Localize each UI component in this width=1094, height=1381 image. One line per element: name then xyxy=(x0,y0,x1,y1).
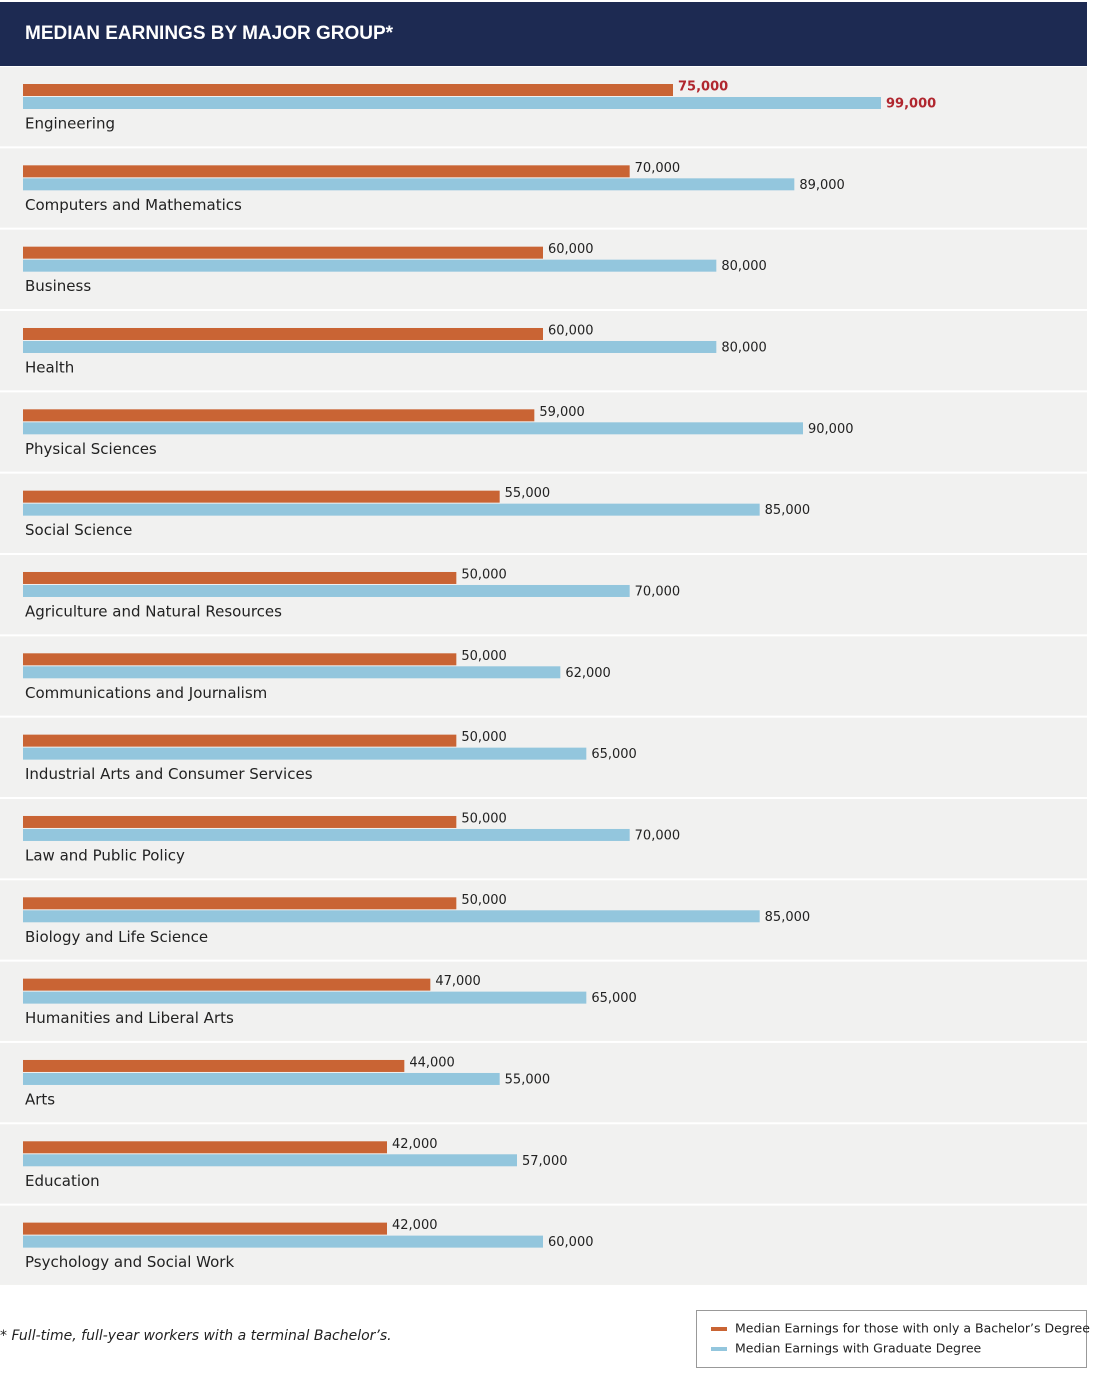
bar xyxy=(23,897,457,910)
footnote: * Full-time, full-year workers with a te… xyxy=(0,1328,392,1344)
bar xyxy=(23,327,543,340)
legend-label: Median Earnings for those with only a Ba… xyxy=(735,1321,1090,1336)
bar xyxy=(23,1222,387,1235)
value-label: 57,000 xyxy=(522,1154,568,1169)
category-label: Physical Sciences xyxy=(25,440,157,458)
value-label: 50,000 xyxy=(461,649,507,664)
bar xyxy=(23,734,457,747)
bar xyxy=(23,1072,500,1085)
value-label: 47,000 xyxy=(435,974,481,989)
value-label: 99,000 xyxy=(886,97,936,112)
value-label: 60,000 xyxy=(548,242,594,257)
value-label: 50,000 xyxy=(461,811,507,826)
bar xyxy=(23,259,717,272)
bar xyxy=(23,165,630,178)
category-label: Biology and Life Science xyxy=(25,928,208,946)
bar xyxy=(23,1235,543,1248)
category-label: Engineering xyxy=(25,115,115,133)
value-label: 70,000 xyxy=(635,828,681,843)
category-label: Computers and Mathematics xyxy=(25,196,242,214)
bar xyxy=(23,1141,387,1154)
category-label: Communications and Journalism xyxy=(25,684,267,702)
bar xyxy=(23,340,717,353)
value-label: 59,000 xyxy=(539,405,585,420)
value-label: 65,000 xyxy=(591,747,637,762)
category-label: Industrial Arts and Consumer Services xyxy=(25,765,313,783)
bar xyxy=(23,178,795,191)
bar xyxy=(23,747,587,760)
category-label: Business xyxy=(25,277,91,295)
bar xyxy=(23,666,561,679)
bar xyxy=(23,84,673,96)
value-label: 44,000 xyxy=(409,1055,455,1070)
value-label: 85,000 xyxy=(765,503,811,518)
bar xyxy=(23,653,457,666)
value-label: 80,000 xyxy=(721,340,767,355)
category-label: Arts xyxy=(25,1090,55,1108)
bar xyxy=(23,422,803,435)
value-label: 80,000 xyxy=(721,259,767,274)
value-label: 42,000 xyxy=(392,1137,438,1152)
category-label: Agriculture and Natural Resources xyxy=(25,602,282,620)
bar xyxy=(23,246,543,259)
bar xyxy=(23,991,587,1004)
category-label: Law and Public Policy xyxy=(25,846,185,864)
legend-label: Median Earnings with Graduate Degree xyxy=(735,1341,982,1356)
value-label: 65,000 xyxy=(591,991,637,1006)
value-label: 50,000 xyxy=(461,730,507,745)
bar xyxy=(23,584,630,597)
value-label: 50,000 xyxy=(461,567,507,582)
value-label: 60,000 xyxy=(548,323,594,338)
value-label: 70,000 xyxy=(635,584,681,599)
bar xyxy=(23,815,457,828)
bar xyxy=(23,490,500,503)
value-label: 62,000 xyxy=(565,666,611,681)
value-label: 50,000 xyxy=(461,893,507,908)
bar xyxy=(23,1059,405,1072)
bar xyxy=(23,828,630,841)
category-label: Health xyxy=(25,358,74,376)
value-label: 55,000 xyxy=(505,486,550,501)
value-label: 90,000 xyxy=(808,422,854,437)
value-label: 85,000 xyxy=(765,910,811,925)
value-label: 89,000 xyxy=(799,178,845,193)
value-label: 75,000 xyxy=(678,80,728,95)
bar xyxy=(23,1154,517,1167)
category-label: Education xyxy=(25,1172,100,1190)
value-label: 70,000 xyxy=(635,161,681,176)
value-label: 42,000 xyxy=(392,1218,438,1233)
bar xyxy=(23,409,535,422)
header xyxy=(0,2,1087,66)
bar xyxy=(23,910,760,923)
category-label: Social Science xyxy=(25,521,132,539)
value-label: 55,000 xyxy=(505,1072,550,1087)
category-label: Humanities and Liberal Arts xyxy=(25,1009,234,1027)
legend xyxy=(696,1310,1087,1368)
bar xyxy=(23,571,457,584)
bar xyxy=(23,97,881,109)
chart-title: MEDIAN EARNINGS BY MAJOR GROUP* xyxy=(25,23,394,44)
category-label: Psychology and Social Work xyxy=(25,1253,234,1271)
value-label: 60,000 xyxy=(548,1235,594,1250)
bar xyxy=(23,978,431,991)
bar xyxy=(23,503,760,516)
